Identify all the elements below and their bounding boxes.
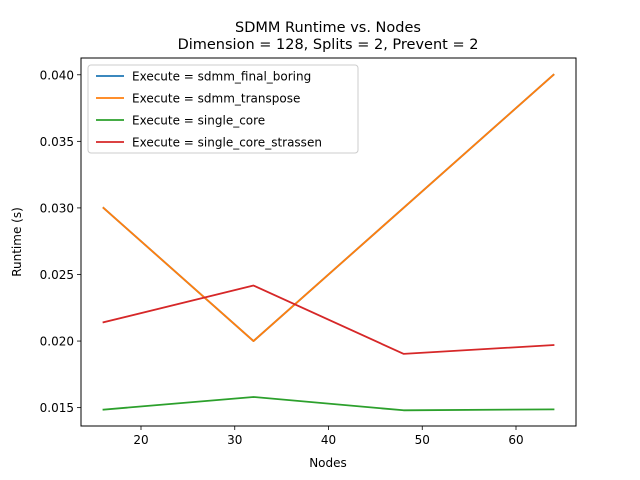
y-tick-label: 0.030 xyxy=(40,201,74,215)
y-tick-label: 0.015 xyxy=(40,401,74,415)
x-tick-label: 60 xyxy=(508,433,523,447)
series-line-1 xyxy=(102,73,555,342)
y-tick-label: 0.025 xyxy=(40,268,74,282)
legend: Execute = sdmm_final_boring Execute = sdm… xyxy=(87,64,359,154)
y-tick-label: 0.040 xyxy=(40,68,74,82)
y-tick-label: 0.020 xyxy=(40,335,74,349)
legend-label-0: Execute = sdmm_final_boring xyxy=(132,70,311,84)
plot-area xyxy=(102,73,555,412)
x-tick-label: 20 xyxy=(133,433,148,447)
x-tick-label: 40 xyxy=(321,433,336,447)
plot-frame xyxy=(80,57,577,427)
legend-label-2: Execute = single_core xyxy=(132,114,265,128)
legend-box xyxy=(87,64,359,154)
x-axis-label: Nodes xyxy=(309,456,347,470)
legend-label-1: Execute = sdmm_transpose xyxy=(132,92,300,106)
legend-label-3: Execute = single_core_strassen xyxy=(132,136,322,150)
x-tick-label: 50 xyxy=(415,433,430,447)
y-axis: 0.015 0.020 0.025 0.030 0.035 0.040 xyxy=(40,68,81,415)
y-tick-label: 0.035 xyxy=(40,135,74,149)
series-line-2 xyxy=(102,396,555,412)
series-line-3 xyxy=(102,284,555,355)
x-tick-label: 30 xyxy=(227,433,242,447)
x-axis: 20 30 40 50 60 xyxy=(133,426,524,447)
y-axis-label: Runtime (s) xyxy=(10,207,24,277)
chart-subtitle: Dimension = 128, Splits = 2, Prevent = 2 xyxy=(178,37,479,53)
chart-title: SDMM Runtime vs. Nodes xyxy=(235,20,421,36)
